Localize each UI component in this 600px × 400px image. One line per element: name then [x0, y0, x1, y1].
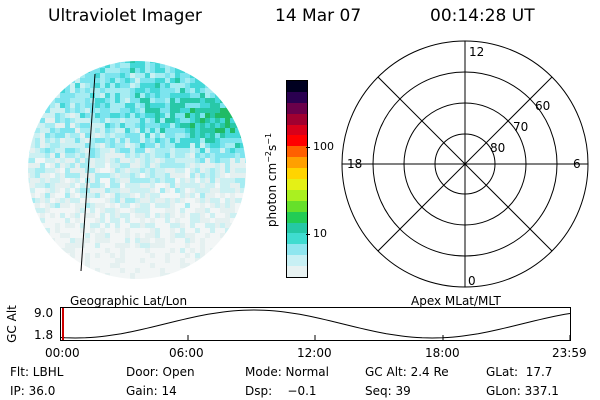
gc-alt-axis-label: GC Alt [5, 305, 19, 343]
timeline-ymin: 1.8 [34, 328, 54, 342]
polar-label-18: 18 [347, 157, 362, 171]
colorbar-swatch [287, 102, 307, 114]
timeline-tick-0600: 06:00 [169, 346, 204, 360]
timeline-ymax: 9.0 [34, 306, 54, 320]
gc-alt-curve [60, 309, 571, 339]
polar-label-12: 12 [469, 45, 484, 59]
colorbar-swatch [287, 189, 307, 201]
colorbar-tick-100: 100 [313, 140, 334, 153]
colorbar-swatch [287, 233, 307, 245]
timeline-tick-2359: 23:59 [552, 346, 587, 360]
polar-label-60: 60 [535, 99, 550, 113]
colorbar-swatch [287, 124, 307, 136]
colorbar-swatch [287, 179, 307, 190]
colorbar-swatch [287, 255, 307, 267]
colorbar-tick-10: 10 [313, 227, 327, 240]
colorbar-unit-label: photon cm−2s−1 [264, 132, 279, 228]
colorbar-swatch [287, 168, 307, 180]
polar-diagonal-2 [377, 76, 553, 252]
imager-title: Ultraviolet Imager [48, 6, 202, 26]
polar-grid: 12 18 6 0 60 70 80 [341, 40, 589, 288]
terminator-line [80, 73, 96, 272]
info-door: Door: Open [126, 365, 195, 379]
colorbar-swatch [287, 266, 307, 278]
info-gain: Gain: 14 [126, 384, 177, 398]
polar-label-0: 0 [468, 274, 476, 288]
colorbar-swatch [287, 200, 307, 212]
info-ip: IP: 36.0 [10, 384, 56, 398]
time-label: 00:14:28 UT [430, 6, 535, 26]
timeline-tick-0000: 00:00 [45, 346, 80, 360]
colorbar-swatch [287, 91, 307, 103]
colorbar-swatch [287, 146, 307, 158]
timeline-plot [60, 307, 571, 341]
info-glat: GLat: 17.7 [486, 365, 553, 379]
colorbar [286, 80, 308, 278]
timeline-tick-1200: 12:00 [297, 346, 332, 360]
polar-label-6: 6 [573, 157, 581, 171]
colorbar-swatch [287, 157, 307, 169]
colorbar-swatch [287, 135, 307, 147]
uv-image-pixels [28, 61, 246, 279]
date-label: 14 Mar 07 [275, 6, 362, 26]
polar-label-70: 70 [513, 120, 528, 134]
info-dsp: Dsp: −0.1 [245, 384, 317, 398]
colorbar-tick-10-mark [306, 234, 310, 235]
colorbar-swatch [287, 222, 307, 234]
polar-label-80: 80 [490, 141, 505, 155]
info-seq: Seq: 39 [365, 384, 411, 398]
info-filter: Flt: LBHL [10, 365, 64, 379]
info-gc-alt: GC Alt: 2.4 Re [365, 365, 449, 379]
geographic-label: Geographic Lat/Lon [70, 294, 188, 308]
apex-label: Apex MLat/MLT [411, 294, 501, 308]
colorbar-tick-100-mark [306, 147, 310, 148]
colorbar-swatch [287, 244, 307, 256]
colorbar-swatch [287, 113, 307, 125]
uv-image-disc [28, 61, 246, 279]
info-glon: GLon: 337.1 [486, 384, 559, 398]
timeline-tick-1800: 18:00 [425, 346, 460, 360]
info-mode: Mode: Normal [245, 365, 329, 379]
colorbar-swatch [287, 211, 307, 223]
colorbar-swatch [287, 81, 307, 92]
